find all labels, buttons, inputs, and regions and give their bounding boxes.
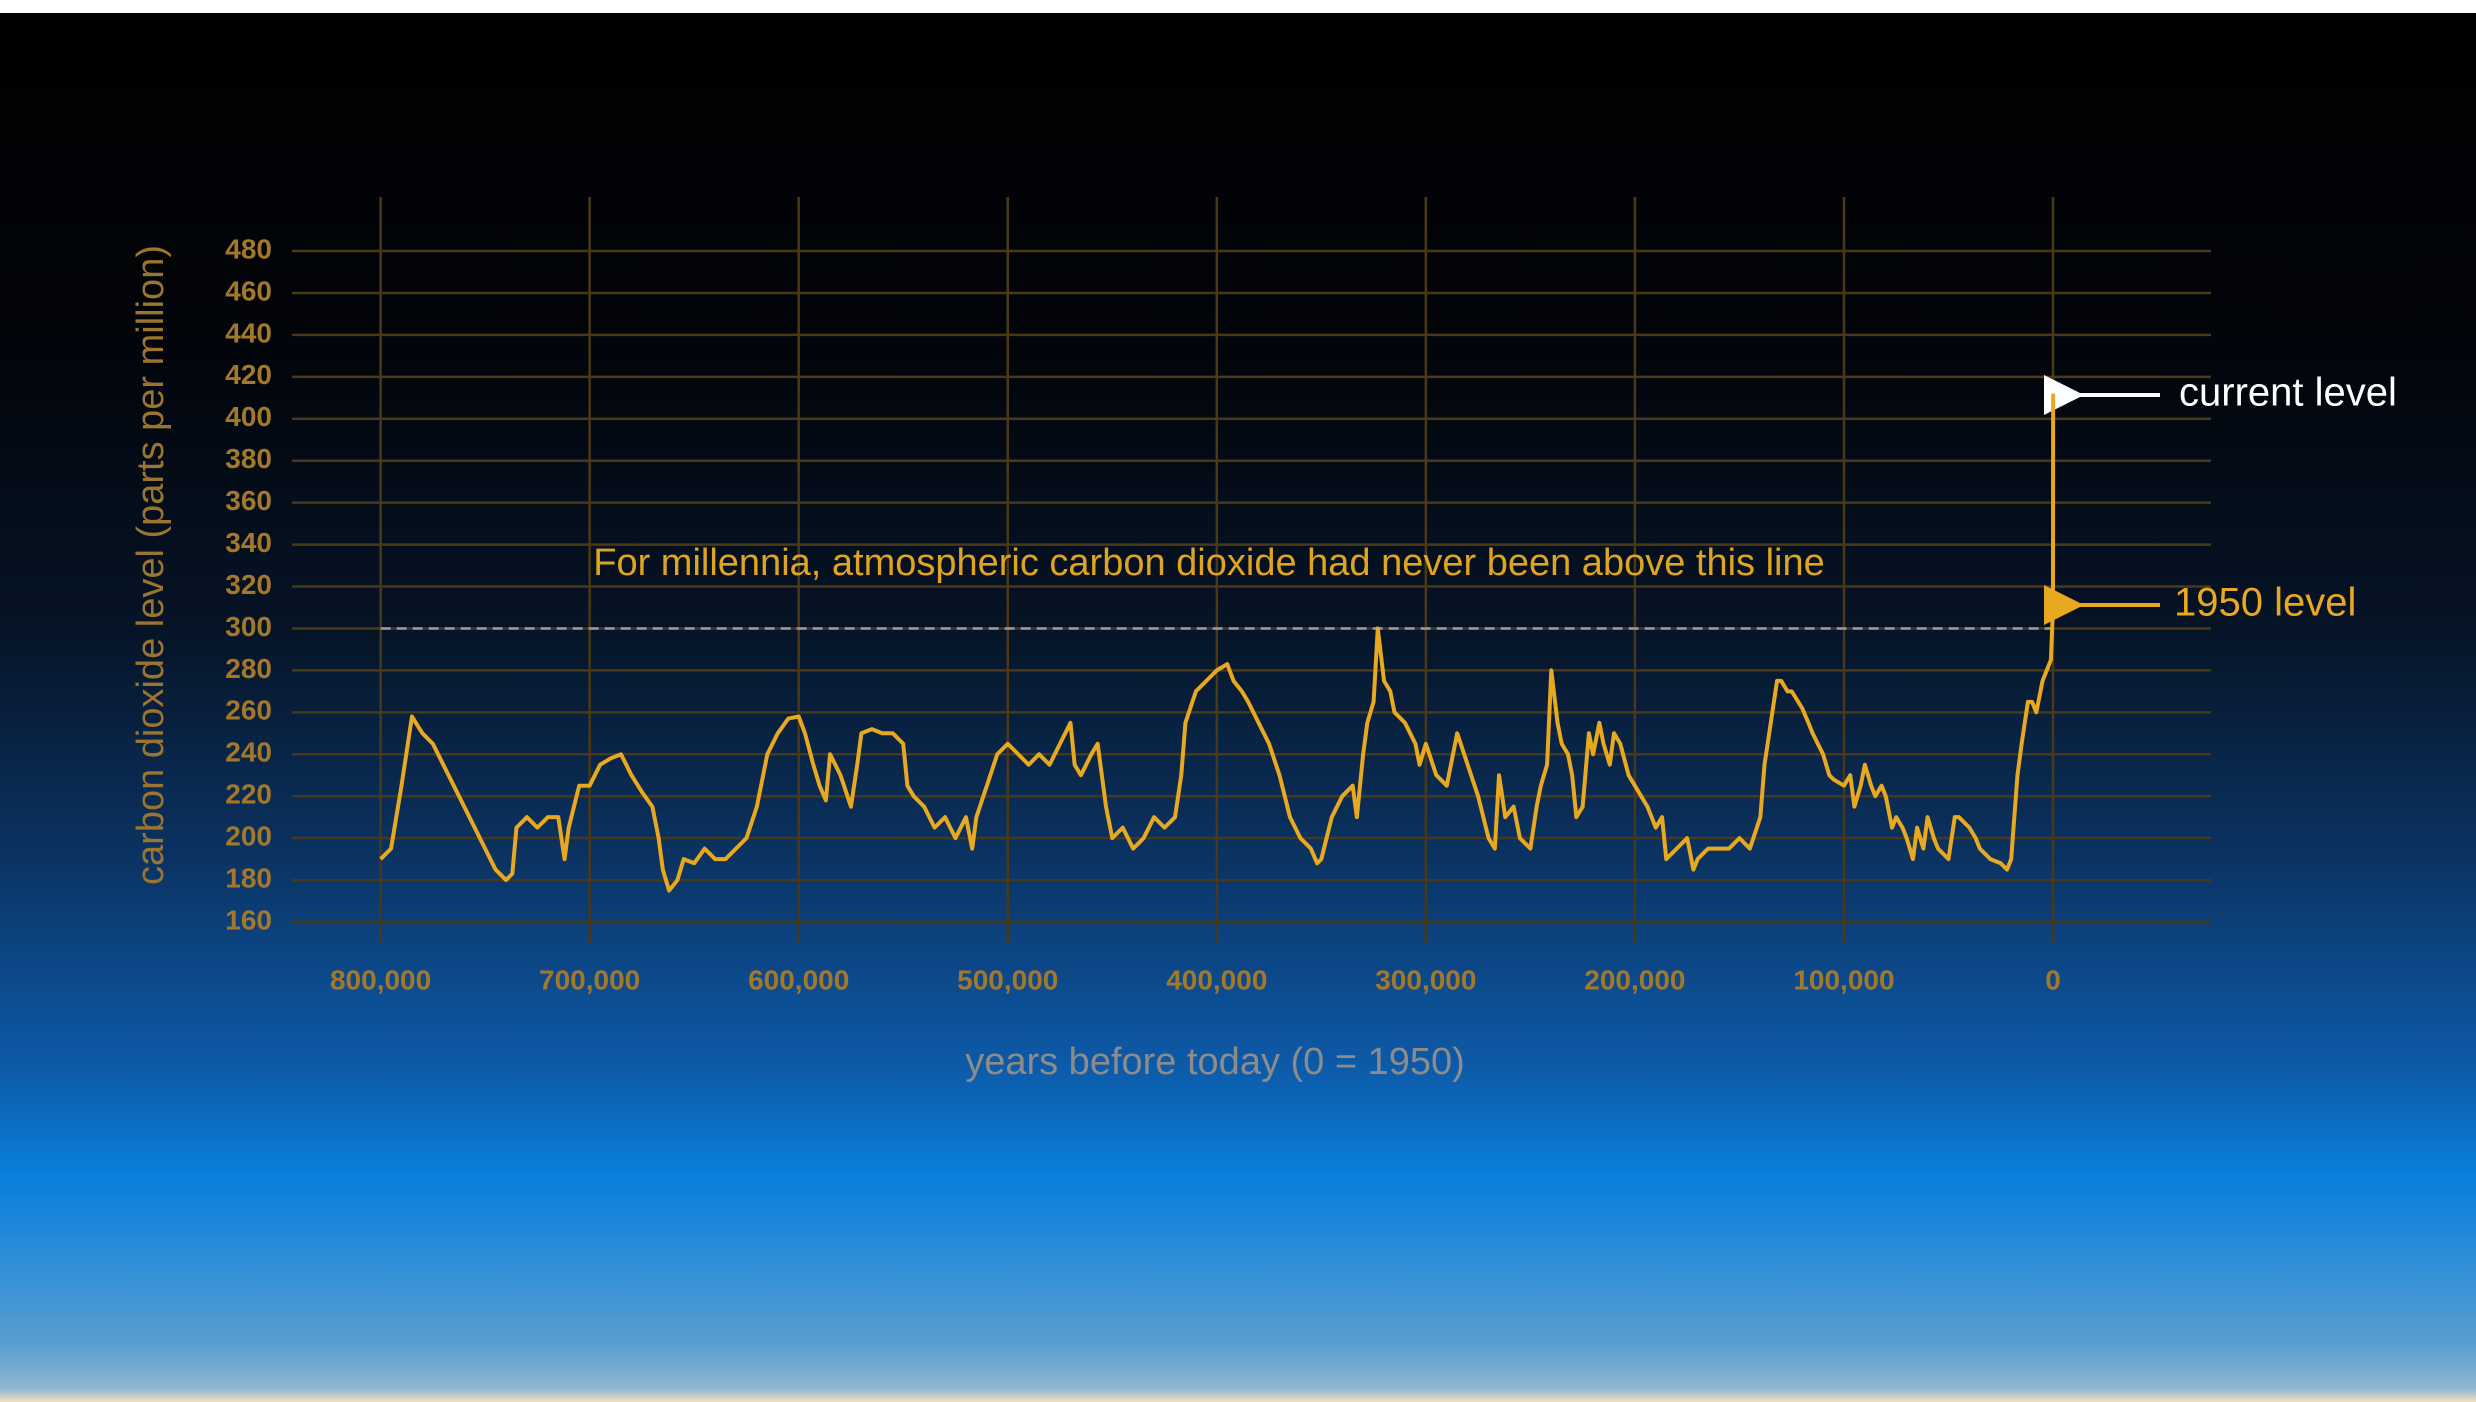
x-tick-label: 500,000	[957, 964, 1058, 995]
y-tick-label: 260	[225, 695, 272, 726]
x-tick-label: 800,000	[330, 964, 431, 995]
y-tick-label: 200	[225, 821, 272, 852]
annotation: For millennia, atmospheric carbon dioxid…	[593, 542, 1825, 584]
x-tick-label: 100,000	[1793, 964, 1894, 995]
y-tick-label: 380	[225, 443, 272, 474]
x-tick-label: 700,000	[539, 964, 640, 995]
y-tick-label: 360	[225, 485, 272, 516]
1950-label: 1950 level	[2174, 581, 2356, 625]
y-tick-label: 340	[225, 527, 272, 558]
y-tick-label: 400	[225, 401, 272, 432]
x-tick-label: 400,000	[1166, 964, 1267, 995]
x-tick-label: 200,000	[1584, 964, 1685, 995]
y-tick-label: 240	[225, 737, 272, 768]
y-tick-label: 300	[225, 611, 272, 642]
y-tick-label: 440	[225, 317, 272, 348]
y-tick-label: 180	[225, 862, 272, 893]
y-tick-label: 480	[225, 233, 272, 264]
y-tick-label: 420	[225, 359, 272, 390]
x-tick-label: 300,000	[1375, 964, 1476, 995]
x-tick-label: 0	[2045, 964, 2061, 995]
y-tick-label: 280	[225, 653, 272, 684]
y-tick-label: 220	[225, 779, 272, 810]
y-tick-label: 160	[225, 904, 272, 935]
x-axis-title: years before today (0 = 1950)	[965, 1041, 1465, 1083]
y-tick-label: 320	[225, 569, 272, 600]
y-axis-title: carbon dioxide level (parts per million)	[130, 245, 172, 885]
x-tick-label: 600,000	[748, 964, 849, 995]
co2-line	[379, 393, 2056, 893]
top-bar	[0, 0, 2476, 13]
current-label: current level	[2179, 371, 2397, 415]
y-tick-label: 460	[225, 275, 272, 306]
